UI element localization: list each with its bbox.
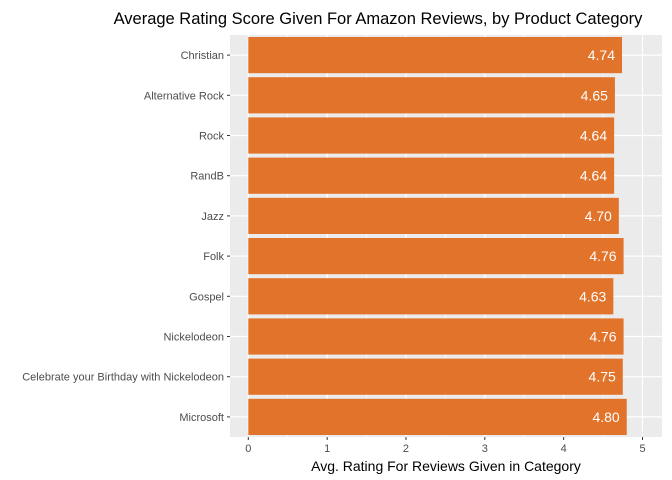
y-tick-label: Celebrate your Birthday with Nickelodeon [22, 372, 224, 384]
bar [248, 278, 614, 315]
data-label: 4.76 [589, 329, 616, 345]
y-tick-label: RandB [190, 171, 224, 183]
data-label: 4.75 [589, 369, 616, 385]
bar [248, 238, 624, 275]
y-tick-label: Nickelodeon [163, 332, 224, 344]
x-axis: 0 1 2 3 4 5 [245, 437, 646, 455]
data-label: 4.70 [585, 208, 612, 224]
data-label: 4.64 [580, 168, 607, 184]
x-tick-label: 0 [245, 443, 251, 455]
data-label: 4.63 [579, 288, 606, 304]
bar [248, 398, 627, 435]
y-tick-label: Rock [199, 131, 225, 143]
data-label: 4.74 [588, 47, 615, 63]
y-tick-label: Alternative Rock [144, 90, 225, 102]
y-axis: Christian Alternative Rock Rock RandB Jazz Fo… [22, 50, 230, 424]
y-tick-label: Microsoft [179, 412, 224, 424]
bar [248, 117, 615, 154]
bar [248, 318, 624, 355]
data-label: 4.80 [592, 409, 619, 425]
bar [248, 197, 619, 234]
bar [248, 37, 623, 74]
bar [248, 157, 615, 194]
x-tick-label: 4 [561, 443, 567, 455]
bars [248, 37, 627, 435]
x-tick-label: 1 [324, 443, 330, 455]
y-tick-label: Jazz [201, 211, 224, 223]
bar [248, 358, 623, 395]
y-tick-label: Gospel [189, 291, 224, 303]
bar [248, 77, 615, 114]
chart-title: Average Rating Score Given For Amazon Re… [114, 10, 644, 28]
data-label: 4.64 [580, 128, 607, 144]
x-tick-label: 5 [639, 443, 645, 455]
y-tick-label: Christian [181, 50, 224, 62]
data-label: 4.65 [581, 87, 608, 103]
data-label: 4.76 [589, 248, 616, 264]
x-axis-title: Avg. Rating For Reviews Given in Categor… [311, 458, 581, 474]
x-tick-label: 3 [482, 443, 488, 455]
y-tick-label: Folk [203, 251, 224, 263]
x-tick-label: 2 [403, 443, 409, 455]
value-labels: 4.74 4.65 4.64 4.64 4.70 4.76 4.63 4.76 4.75 4.80 [579, 47, 620, 425]
